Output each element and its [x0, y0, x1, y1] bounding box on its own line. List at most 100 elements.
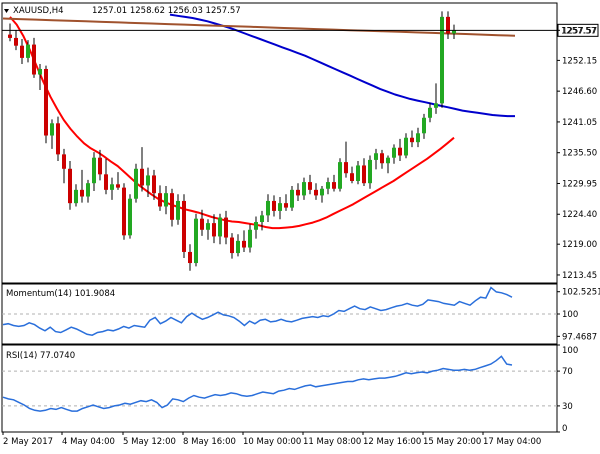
candle-body-up [452, 30, 456, 34]
candle-body-up [218, 217, 222, 237]
candle [374, 148, 378, 170]
candle [104, 158, 108, 195]
candle [308, 174, 312, 195]
candle [290, 185, 294, 211]
candle-body-up [50, 123, 54, 136]
candle-body-down [314, 189, 318, 196]
candle-body-down [188, 251, 192, 264]
candle [146, 167, 150, 198]
candle-body-up [74, 189, 78, 204]
candle [134, 163, 138, 203]
candle [164, 185, 168, 215]
candle-body-up [404, 137, 408, 156]
candle-body-up [248, 229, 252, 248]
candle [14, 30, 18, 51]
candle [200, 209, 204, 236]
candle-body-down [122, 187, 126, 236]
candle [260, 210, 264, 231]
candle [416, 127, 420, 148]
candle [434, 83, 438, 114]
candle [386, 155, 390, 174]
candle [74, 184, 78, 207]
candle-body-up [134, 168, 138, 199]
candle-body-up [26, 44, 30, 58]
candle-body-down [332, 182, 336, 189]
candle-body-down [212, 223, 216, 237]
time-tick-label: 10 May 00:00 [243, 437, 301, 447]
moving-averages [2, 13, 516, 230]
candle-body-down [362, 165, 366, 184]
candle-body-down [14, 37, 18, 46]
momentum-label: Momentum(14) 101.9084 [6, 289, 115, 299]
candle-body-down [104, 174, 108, 190]
candle [452, 24, 456, 40]
momentum-tick-label: 100 [562, 310, 578, 320]
time-tick-label: 8 May 16:00 [183, 437, 236, 447]
candle [50, 119, 54, 149]
time-tick-label: 12 May 16:00 [363, 437, 421, 447]
candle [428, 102, 432, 123]
candle [404, 133, 408, 159]
candle-body-down [152, 175, 156, 194]
candle [140, 147, 144, 192]
current-price-label: 1257.57 [561, 26, 596, 36]
candle-body-down [116, 184, 120, 188]
candle-body-down [242, 240, 246, 248]
candle [398, 138, 402, 162]
candle [446, 11, 450, 40]
candle [224, 210, 228, 245]
candle [26, 40, 30, 63]
candle-body-down [344, 162, 348, 174]
candle-body-down [410, 137, 414, 143]
moving-average-line-0 [9, 16, 455, 230]
candle [80, 169, 84, 203]
candle-body-up [236, 240, 240, 254]
candle [362, 158, 366, 186]
candle [272, 195, 276, 217]
candle [176, 194, 180, 225]
candle [86, 179, 90, 203]
candle-body-down [398, 147, 402, 156]
price-symbol-label: XAUUSD,H4 [13, 6, 64, 16]
candle-body-down [272, 200, 276, 211]
candle [320, 185, 324, 203]
candle-body-up [194, 218, 198, 264]
candle [392, 144, 396, 164]
candle-body-up [260, 215, 264, 223]
candle [206, 219, 210, 240]
candle-body-up [326, 182, 330, 189]
candle [194, 213, 198, 267]
candle-body-up [176, 200, 180, 220]
candle-body-up [38, 68, 42, 75]
chart-arrow-icon [4, 9, 9, 13]
candle-body-up [128, 198, 132, 236]
candle [20, 39, 24, 64]
price-tick-label: 1229.95 [562, 179, 597, 189]
x-axis-labels: 2 May 2017 4 May 04:00 5 May 12:00 8 May 16… [2, 432, 541, 447]
y-axis-labels: 1257.57 1252.15 1246.60 1241.05 1235.50 1229.… [557, 26, 600, 434]
candle [188, 244, 192, 271]
candle [344, 141, 348, 178]
candle-body-down [308, 182, 312, 190]
candle [380, 149, 384, 169]
candle [128, 194, 132, 239]
candle-body-down [20, 45, 24, 58]
candle [38, 63, 42, 91]
candle [158, 185, 162, 211]
candle [278, 197, 282, 220]
candle-body-down [158, 193, 162, 207]
price-tick-label: 1213.45 [562, 271, 597, 281]
candle-body-down [140, 168, 144, 186]
candle [296, 183, 300, 201]
candle-body-up [422, 117, 426, 134]
candle [44, 65, 48, 144]
candle-body-down [62, 154, 66, 169]
price-tick-label: 1241.05 [562, 118, 597, 128]
candle-body-up [428, 107, 432, 118]
time-tick-label: 5 May 12:00 [123, 437, 176, 447]
time-tick-label: 4 May 04:00 [62, 437, 115, 447]
candle-body-up [434, 103, 438, 108]
candle [92, 152, 96, 191]
panel-frame-rsi [1, 344, 558, 433]
